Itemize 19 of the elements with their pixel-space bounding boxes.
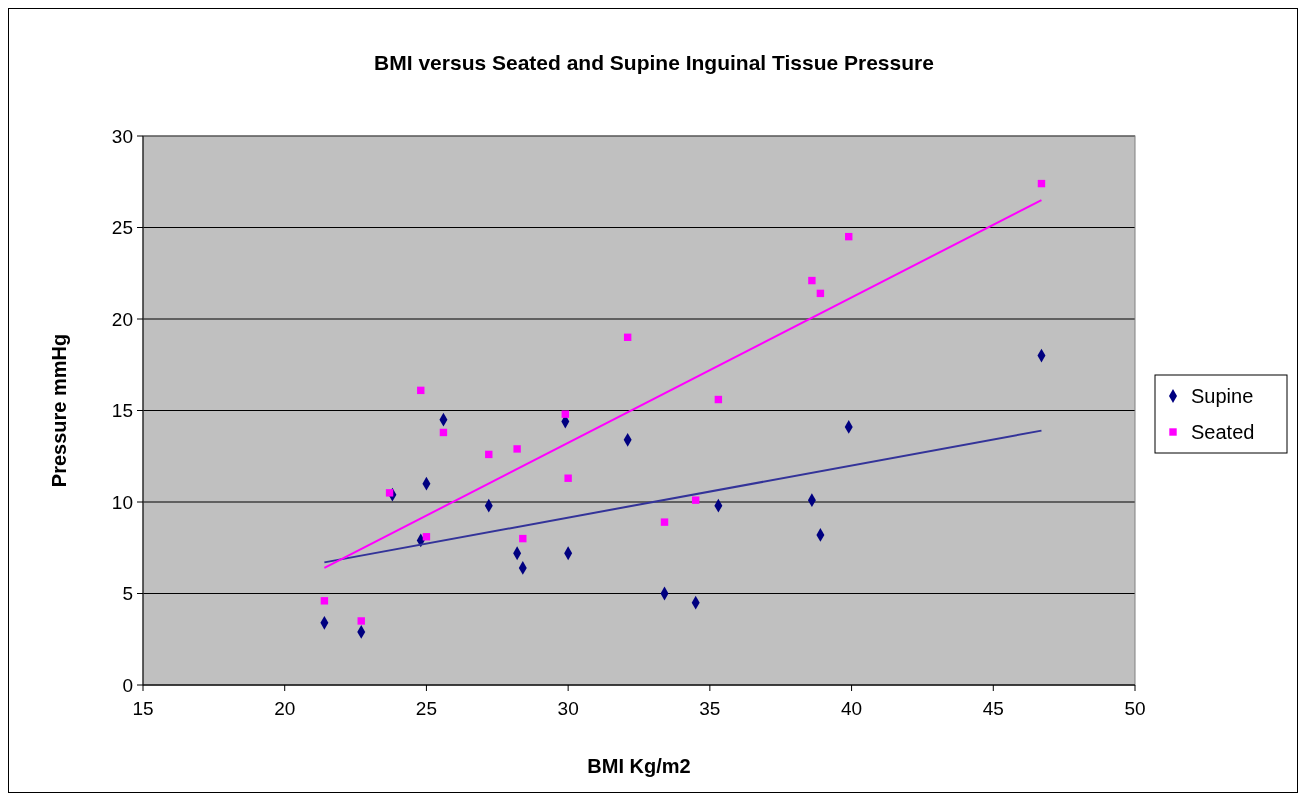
x-axis-title: BMI Kg/m2 bbox=[587, 755, 691, 777]
y-tick-label: 5 bbox=[122, 583, 133, 605]
chart-title: BMI versus Seated and Supine Inguinal Tissue Pressure bbox=[374, 51, 934, 74]
y-axis-title: Pressure mmHg bbox=[48, 333, 70, 488]
x-tick-label: 45 bbox=[982, 698, 1004, 719]
y-tick-label: 15 bbox=[111, 400, 133, 422]
y-tick-label: 0 bbox=[122, 674, 133, 696]
x-tick-label: 40 bbox=[841, 698, 863, 719]
x-tick-label: 20 bbox=[274, 698, 296, 719]
x-tick-label: 25 bbox=[415, 698, 437, 719]
x-tick-label: 35 bbox=[699, 698, 721, 719]
y-tick-label: 10 bbox=[111, 491, 133, 513]
legend-label: Supine bbox=[1191, 385, 1254, 407]
x-tick-label: 50 bbox=[1124, 698, 1146, 719]
y-tick-label: 30 bbox=[111, 125, 133, 147]
y-tick-label: 20 bbox=[111, 308, 133, 330]
y-tick-label: 25 bbox=[111, 217, 133, 239]
legend-label: Seated bbox=[1191, 421, 1255, 443]
x-tick-label: 30 bbox=[557, 698, 579, 719]
